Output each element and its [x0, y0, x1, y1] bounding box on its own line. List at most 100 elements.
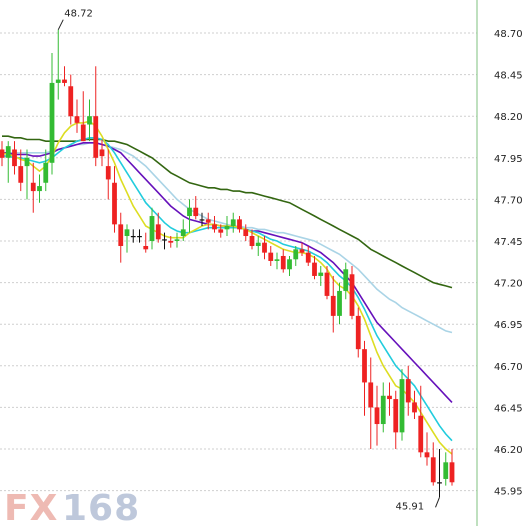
candle-body [99, 149, 105, 157]
candle-body [243, 229, 249, 237]
candle-body [118, 224, 124, 246]
y-tick-label: 46.45 [494, 403, 523, 414]
candle-body [74, 116, 80, 123]
candle [349, 265, 355, 320]
y-tick-label: 48.70 [494, 29, 523, 40]
y-tick-label: 48.20 [494, 112, 523, 123]
candle-body [30, 182, 36, 192]
candle [174, 232, 180, 248]
candle-body [12, 149, 17, 167]
candle-body [37, 186, 42, 192]
candle [130, 229, 136, 243]
candle [43, 149, 49, 192]
candle [105, 149, 111, 200]
candle [412, 390, 417, 420]
candle-body [418, 415, 424, 453]
y-tick-label: 46.70 [494, 362, 523, 373]
candle-body [62, 79, 67, 83]
candle [280, 249, 286, 273]
candle [243, 224, 249, 241]
candle [112, 166, 117, 233]
candle [12, 141, 17, 175]
candle-body [199, 219, 205, 221]
candle-body [218, 229, 224, 233]
candle-body [93, 116, 99, 158]
candle-body [174, 239, 180, 241]
candle [393, 390, 399, 449]
candle [162, 232, 167, 250]
candle [205, 212, 211, 230]
candle-body [449, 462, 455, 483]
y-tick-label: 47.45 [494, 237, 523, 248]
candle [424, 432, 430, 466]
y-tick-label: 46.20 [494, 445, 523, 456]
candle [224, 216, 230, 237]
svg-text:FX: FX [4, 488, 58, 526]
candle [437, 449, 442, 498]
candle-body [49, 82, 55, 163]
candle [24, 149, 30, 200]
candle-body [368, 382, 374, 408]
candle [293, 245, 299, 266]
candle [418, 385, 424, 458]
candle [143, 232, 149, 253]
candle-body [149, 216, 155, 241]
candle-body [5, 146, 11, 158]
candle [324, 265, 330, 300]
candle [187, 199, 192, 233]
candle [305, 245, 311, 266]
candle [430, 442, 436, 486]
candle-body [268, 252, 274, 261]
candle-body [355, 315, 361, 350]
candle-body [312, 262, 317, 276]
high-annotation-leader [57, 19, 64, 30]
candle [449, 449, 455, 486]
fx168-logo: FX 168 [4, 488, 139, 526]
candle-body [230, 219, 236, 227]
candle [399, 369, 405, 441]
candle [199, 212, 205, 227]
candle-body [0, 149, 5, 158]
candle [362, 340, 367, 416]
candle [80, 91, 86, 142]
candle-body [412, 402, 417, 413]
candle-body [24, 157, 30, 167]
candle-body [105, 166, 111, 180]
candle [443, 452, 449, 486]
candle-body [137, 236, 142, 238]
candle-body [324, 272, 330, 296]
candle-body [112, 182, 117, 225]
candle [99, 139, 105, 167]
candle [193, 196, 199, 220]
candle [374, 385, 380, 446]
candle-body [87, 116, 92, 125]
y-tick-label: 46.95 [494, 320, 523, 331]
candle-body [318, 272, 324, 276]
candle-body [437, 482, 442, 484]
candle [368, 357, 374, 449]
candle-body [130, 236, 136, 238]
candle-body [18, 166, 24, 183]
candle [49, 52, 55, 175]
candle-body [262, 242, 267, 253]
candle-body [380, 395, 386, 425]
candle [330, 275, 336, 333]
low-annotation: 45.91 [396, 501, 425, 512]
candle [5, 141, 11, 183]
candle-body [343, 269, 349, 291]
candle [37, 174, 42, 203]
candles [0, 29, 455, 498]
candle-body [443, 462, 449, 479]
candle-body [393, 399, 399, 433]
candle [249, 229, 255, 250]
candle [343, 262, 349, 300]
y-tick-label: 45.95 [494, 487, 523, 498]
candle-body [224, 226, 230, 230]
candle-body [212, 224, 217, 230]
candle [312, 255, 317, 280]
candle-body [374, 407, 380, 425]
candle [380, 382, 386, 433]
candle-body [337, 290, 342, 316]
